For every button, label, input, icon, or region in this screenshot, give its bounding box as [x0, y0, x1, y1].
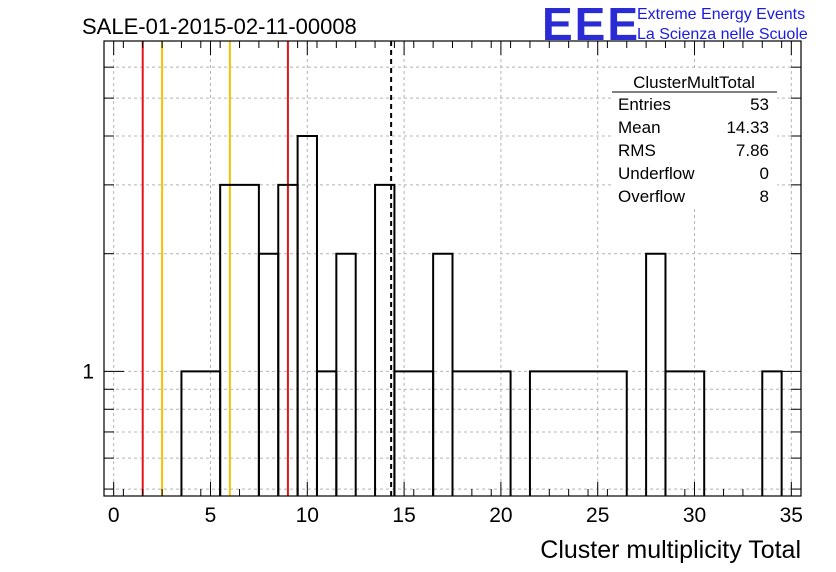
stats-value: 8: [760, 187, 769, 206]
stats-box: ClusterMultTotal Entries 53 Mean 14.33 RMS 7.…: [611, 71, 777, 207]
histogram-bin: [451, 370, 512, 496]
eee-logo-line2: La Scienza nelle Scuole: [637, 26, 808, 43]
stats-label: Mean: [618, 118, 661, 137]
histogram-bin: [257, 252, 280, 496]
histogram-bin: [645, 252, 667, 496]
histogram-bin: [335, 252, 357, 496]
stats-value: 0: [760, 164, 769, 183]
stats-rows: Entries 53 Mean 14.33 RMS 7.86 Underflow 0 Overf…: [618, 95, 769, 206]
histogram-bars: [180, 135, 783, 496]
stats-value: 53: [750, 95, 769, 114]
x-tick-label: 35: [780, 504, 803, 527]
histogram-bin: [761, 370, 783, 496]
x-tick-label: 0: [108, 504, 120, 527]
threshold-lines: [141, 41, 393, 496]
stats-value: 7.86: [736, 141, 769, 160]
histogram-bin: [432, 252, 454, 496]
axis-ticks: [103, 40, 802, 496]
histogram-bin: [315, 370, 338, 496]
eee-logo-line1: Extreme Energy Events: [637, 6, 805, 23]
stats-label: Underflow: [618, 164, 695, 183]
x-tick-label: 20: [489, 504, 512, 527]
x-tick-label: 5: [205, 504, 217, 527]
stats-box-title: ClusterMultTotal: [633, 73, 755, 92]
histogram-bin: [393, 370, 435, 496]
histogram-bin: [374, 183, 396, 496]
stats-label: RMS: [618, 141, 656, 160]
stats-value: 14.33: [726, 118, 769, 137]
histogram-bin: [180, 370, 222, 496]
histogram-bin: [528, 370, 628, 496]
chart-title: SALE-01-2015-02-11-00008: [82, 14, 357, 39]
tick-labels: 0 5 10 15 20 25 30 35 1: [82, 360, 803, 527]
histogram-bin: [664, 370, 706, 496]
y-tick-label: 1: [82, 360, 94, 383]
x-tick-label: 15: [392, 504, 415, 527]
histogram-bin: [219, 183, 260, 496]
x-axis-title: Cluster multiplicity Total: [540, 536, 801, 564]
stats-box-bg: [611, 71, 777, 207]
histogram-bin: [296, 135, 318, 496]
x-tick-label: 10: [296, 504, 319, 527]
stats-label: Overflow: [618, 187, 686, 206]
stats-label: Entries: [618, 95, 671, 114]
eee-logo: EEE Extreme Energy Events La Scienza nel…: [542, 0, 808, 50]
x-tick-label: 30: [683, 504, 706, 527]
x-tick-label: 25: [586, 504, 609, 527]
eee-logo-mark: EEE: [542, 0, 640, 50]
